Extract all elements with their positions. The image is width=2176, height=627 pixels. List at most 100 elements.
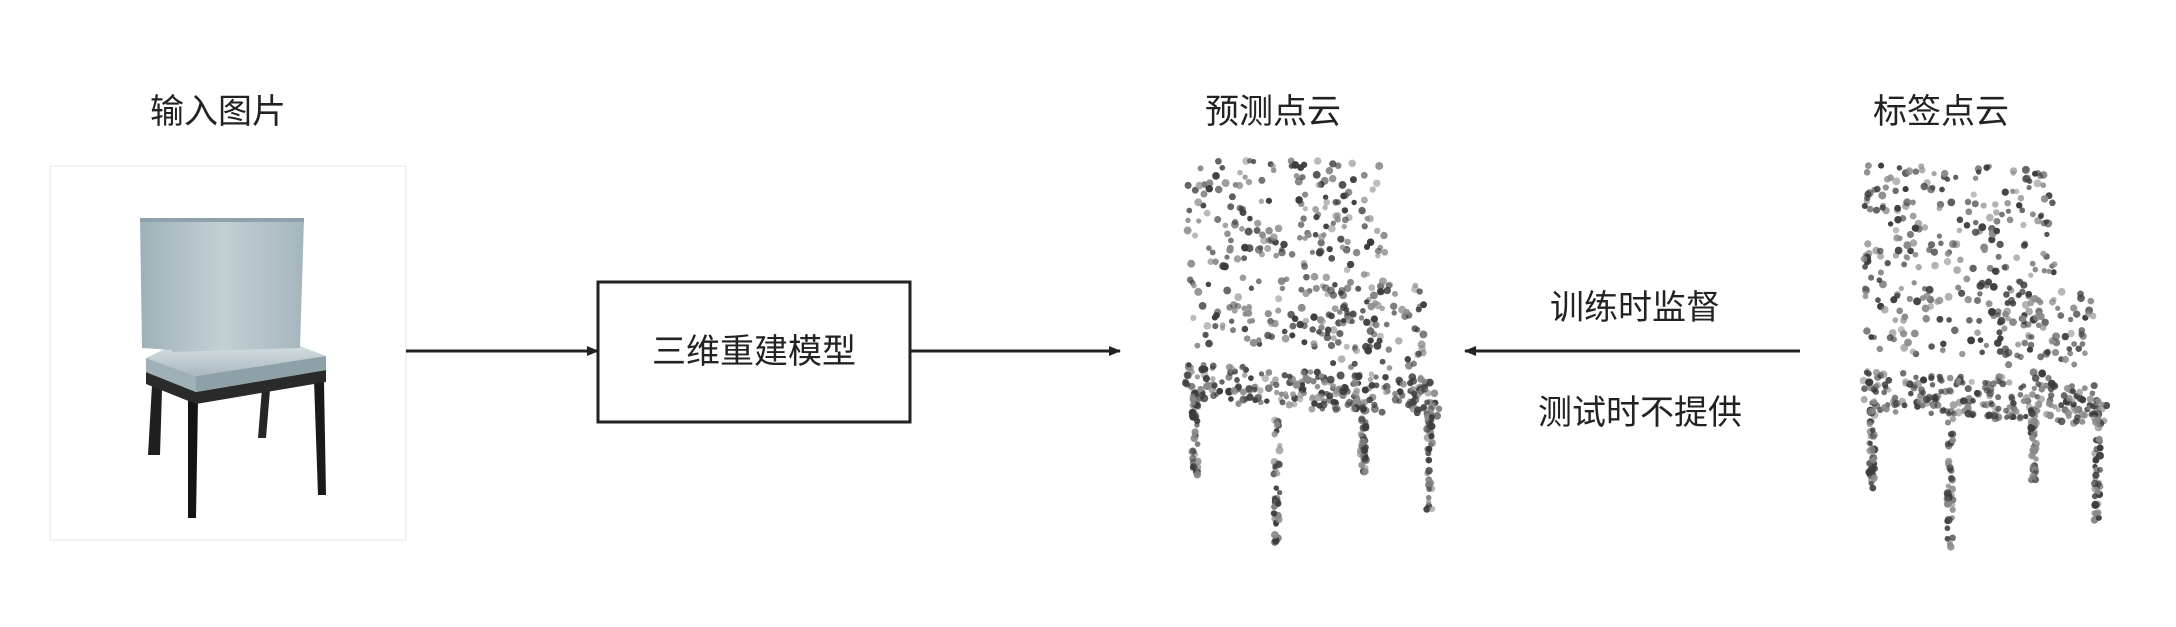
point (2097, 467, 2103, 473)
point (1995, 394, 2001, 400)
point (1241, 255, 1247, 261)
point (1313, 171, 1321, 179)
point (1194, 198, 1202, 206)
point (1335, 212, 1341, 218)
point (2044, 232, 2049, 237)
point (2005, 361, 2012, 368)
point (1243, 311, 1249, 317)
point (1928, 343, 1935, 350)
point (1873, 369, 1880, 376)
point (1323, 274, 1330, 281)
point (1425, 480, 1433, 488)
point (1254, 220, 1261, 227)
point (1986, 411, 1993, 418)
point (1260, 237, 1268, 245)
point (1965, 296, 1972, 303)
point (1369, 382, 1376, 389)
point (1318, 324, 1324, 330)
point (1913, 297, 1921, 305)
point (1242, 174, 1247, 179)
point (2062, 356, 2069, 363)
point (1897, 165, 1903, 171)
point (1913, 168, 1919, 174)
point (1201, 191, 1208, 198)
point (1384, 322, 1390, 328)
point (1310, 394, 1316, 400)
point (1990, 380, 1997, 387)
point (1264, 398, 1270, 404)
point (1324, 334, 1332, 342)
point (1368, 284, 1375, 291)
point (2091, 382, 2098, 389)
point (2029, 463, 2036, 470)
point (1366, 397, 1373, 404)
point (1969, 265, 1976, 272)
point (1228, 237, 1234, 243)
point (1192, 232, 1198, 238)
point (2040, 369, 2045, 374)
point (2092, 501, 2100, 509)
point (1947, 199, 1955, 207)
point (1957, 257, 1964, 264)
point (1229, 365, 1236, 372)
point (1949, 240, 1957, 248)
point (2037, 353, 2044, 360)
point (1347, 261, 1354, 268)
point (1993, 218, 1999, 224)
point (2027, 299, 2034, 306)
point (1916, 395, 1923, 402)
point (1903, 198, 1911, 206)
point (1387, 365, 1393, 371)
point (1316, 249, 1324, 257)
point (1865, 469, 1872, 476)
point (2027, 347, 2033, 353)
point (1877, 346, 1883, 352)
point (2010, 189, 2015, 194)
point (1998, 317, 2006, 325)
point (1212, 383, 1218, 389)
point (2032, 445, 2040, 453)
point (1300, 370, 1306, 376)
point (1310, 340, 1317, 347)
point (1289, 251, 1296, 258)
point (1215, 158, 1222, 165)
point (1418, 340, 1426, 348)
point (1302, 236, 1307, 241)
point (1369, 186, 1375, 192)
point (1878, 192, 1886, 200)
point (1223, 287, 1231, 295)
point (1195, 374, 1200, 379)
point (1901, 261, 1907, 267)
point (2019, 315, 2026, 322)
point (1910, 199, 1916, 205)
point (1375, 253, 1380, 258)
point (1310, 313, 1317, 320)
point (1986, 214, 1994, 222)
point (1212, 258, 1219, 265)
point (2018, 195, 2024, 201)
point (1922, 315, 1930, 323)
point (1278, 277, 1286, 285)
point (1342, 207, 1348, 213)
point (1315, 393, 1323, 401)
point (1937, 206, 1943, 212)
point (1335, 199, 1341, 205)
point (1313, 232, 1319, 238)
point (1317, 316, 1324, 323)
point (1314, 157, 1321, 164)
point (1198, 386, 1204, 392)
point (1868, 275, 1874, 281)
point (2082, 385, 2088, 391)
point (1332, 399, 1338, 405)
point (1903, 186, 1909, 192)
point (1190, 448, 1197, 455)
point (2028, 410, 2035, 417)
point (2049, 299, 2056, 306)
point (2033, 314, 2041, 322)
point (1384, 287, 1391, 294)
point (1373, 180, 1380, 187)
point (1972, 200, 1979, 207)
point (1247, 216, 1253, 222)
point (2002, 189, 2009, 196)
point (1287, 374, 1293, 380)
